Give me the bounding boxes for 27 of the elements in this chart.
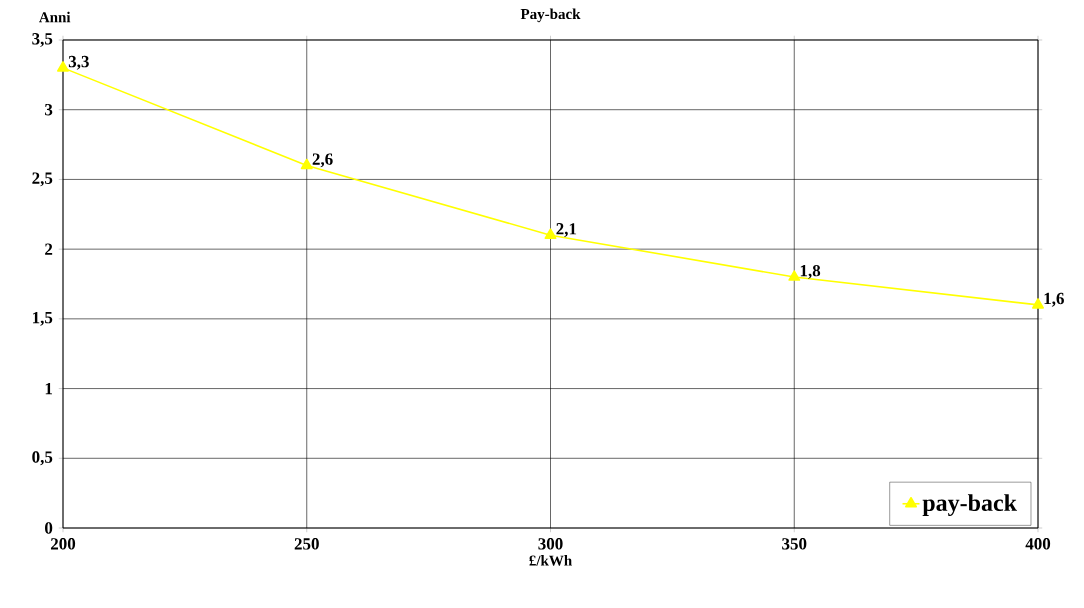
- x-tick-label: 200: [50, 538, 76, 550]
- point: [300, 158, 313, 170]
- y-axis-title: Anni: [39, 11, 71, 23]
- chart-title: Pay-back: [520, 8, 581, 23]
- y-tick-label: 1: [45, 382, 53, 395]
- legend-label: pay-back: [922, 494, 1017, 516]
- data-label: 1,8: [800, 264, 821, 279]
- y-tick-label: 0: [45, 522, 53, 534]
- data-label: 2,6: [312, 153, 333, 168]
- x-axis-title: £/kWh: [529, 555, 572, 566]
- data-label: 3,3: [68, 55, 89, 70]
- data-label: 1,6: [1044, 292, 1064, 307]
- x-tick-label: 400: [1025, 538, 1051, 550]
- y-tick-label: 2,5: [32, 172, 53, 187]
- x-tick-label: 350: [782, 538, 807, 550]
- point: [544, 228, 557, 239]
- point: [57, 61, 69, 72]
- x-tick-label: 250: [294, 538, 319, 550]
- y-tick-label: 1,5: [32, 311, 53, 326]
- y-tick-label: 2: [45, 243, 53, 255]
- y-tick-label: 3,5: [32, 33, 53, 47]
- x-tick-label: 300: [538, 538, 563, 550]
- y-tick-label: 3: [45, 104, 53, 116]
- point: [1032, 298, 1045, 309]
- data-label: 2,1: [556, 223, 577, 237]
- point: [788, 270, 801, 281]
- y-tick-label: 0,5: [32, 451, 53, 466]
